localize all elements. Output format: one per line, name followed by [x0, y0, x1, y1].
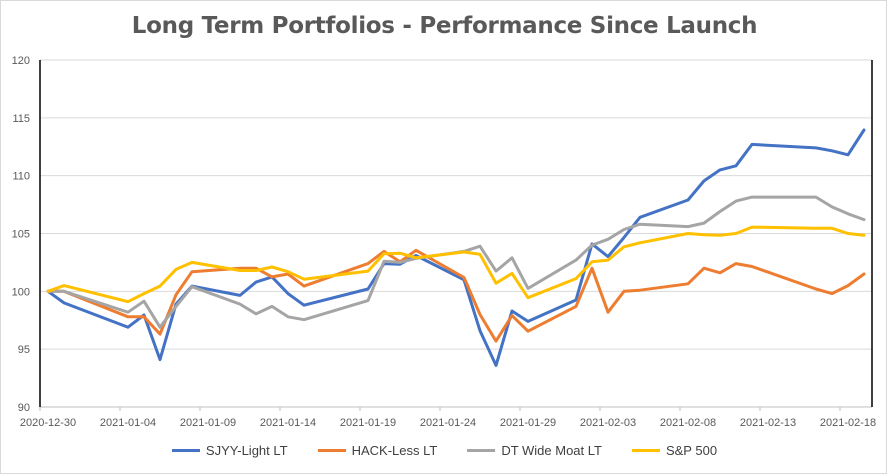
x-tick-label: 2021-01-09: [180, 417, 236, 429]
legend: SJYY-Light LT HACK-Less LT DT Wide Moat …: [1, 443, 887, 458]
legend-label: HACK-Less LT: [352, 443, 438, 458]
y-tick-label: 105: [12, 229, 30, 241]
x-tick-label: 2020-12-30: [20, 417, 76, 429]
legend-label: S&P 500: [666, 443, 717, 458]
y-tick-label: 120: [12, 55, 30, 67]
x-tick-label: 2021-01-04: [100, 417, 156, 429]
legend-swatch: [632, 449, 660, 452]
series-lines: [48, 130, 864, 366]
x-tick-label: 2021-01-19: [340, 417, 396, 429]
legend-swatch: [467, 449, 495, 452]
x-tick-label: 2021-01-24: [420, 417, 476, 429]
x-tick-label: 2021-02-18: [820, 417, 876, 429]
x-tick-label: 2021-01-14: [260, 417, 316, 429]
gridlines: [40, 60, 872, 407]
x-tick-label: 2021-02-13: [740, 417, 796, 429]
legend-item-hack: HACK-Less LT: [318, 443, 438, 458]
x-tick-label: 2021-01-29: [500, 417, 556, 429]
x-tick-label: 2021-02-03: [580, 417, 636, 429]
legend-item-sjyy: SJYY-Light LT: [172, 443, 288, 458]
y-tick-label: 115: [12, 113, 30, 125]
legend-label: DT Wide Moat LT: [501, 443, 602, 458]
y-axis-ticks: 90 95 100 105 110 115 120: [12, 55, 30, 414]
y-tick-label: 95: [18, 344, 30, 356]
x-axis-ticks: 2020-12-30 2021-01-04 2021-01-09 2021-01-14…: [20, 407, 876, 429]
legend-swatch: [318, 449, 346, 452]
legend-label: SJYY-Light LT: [206, 443, 288, 458]
legend-item-dt: DT Wide Moat LT: [467, 443, 602, 458]
series-line-sjyy-light-lt: [48, 130, 864, 365]
x-tick-label: 2021-02-08: [660, 417, 716, 429]
y-tick-label: 90: [18, 402, 30, 414]
legend-item-sp500: S&P 500: [632, 443, 717, 458]
y-tick-label: 110: [12, 171, 30, 183]
legend-swatch: [172, 449, 200, 452]
y-tick-label: 100: [12, 286, 30, 298]
